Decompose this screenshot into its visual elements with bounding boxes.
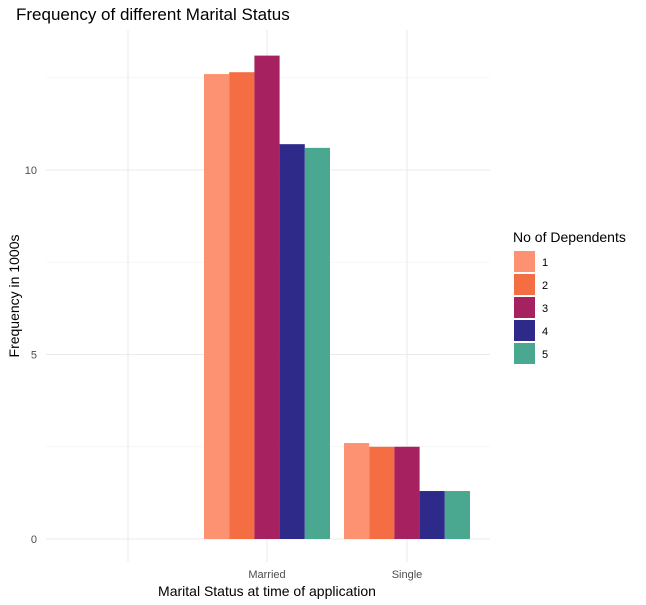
y-tick-label: 5 [31, 350, 37, 362]
legend-swatch-4 [514, 320, 535, 341]
bar-2-single [369, 446, 395, 539]
y-tick-label: 0 [31, 534, 37, 546]
y-tick-label: 10 [25, 165, 37, 177]
bar-4-married [279, 144, 305, 540]
legend-swatch-2 [514, 274, 535, 295]
legend-label-2: 2 [542, 280, 548, 292]
legend: No of Dependents 1 2 3 4 5 [513, 229, 626, 364]
legend-swatch-1 [514, 251, 535, 272]
x-axis-ticks: Married Single [248, 569, 422, 581]
legend-label-4: 4 [542, 326, 548, 338]
legend-label-3: 3 [542, 303, 548, 315]
chart-title: Frequency of different Marital Status [16, 5, 290, 24]
y-axis-title: Frequency in 1000s [6, 235, 22, 358]
bar-5-single [444, 491, 470, 539]
bars [204, 55, 470, 540]
bar-3-single [394, 446, 420, 539]
x-tick-label: Married [248, 569, 285, 581]
bar-3-married [254, 55, 280, 540]
legend-title: No of Dependents [513, 229, 626, 245]
bar-2-married [229, 72, 255, 539]
bar-5-married [304, 147, 330, 540]
legend-label-5: 5 [542, 349, 548, 361]
legend-swatch-5 [514, 343, 535, 364]
legend-label-1: 1 [542, 257, 548, 269]
y-axis-ticks: 0 5 10 [25, 165, 37, 546]
bar-1-single [344, 443, 370, 539]
x-axis-title: Marital Status at time of application [158, 583, 376, 599]
bar-1-married [204, 74, 230, 539]
x-tick-label: Single [392, 569, 423, 581]
legend-swatch-3 [514, 297, 535, 318]
bar-4-single [419, 491, 445, 539]
